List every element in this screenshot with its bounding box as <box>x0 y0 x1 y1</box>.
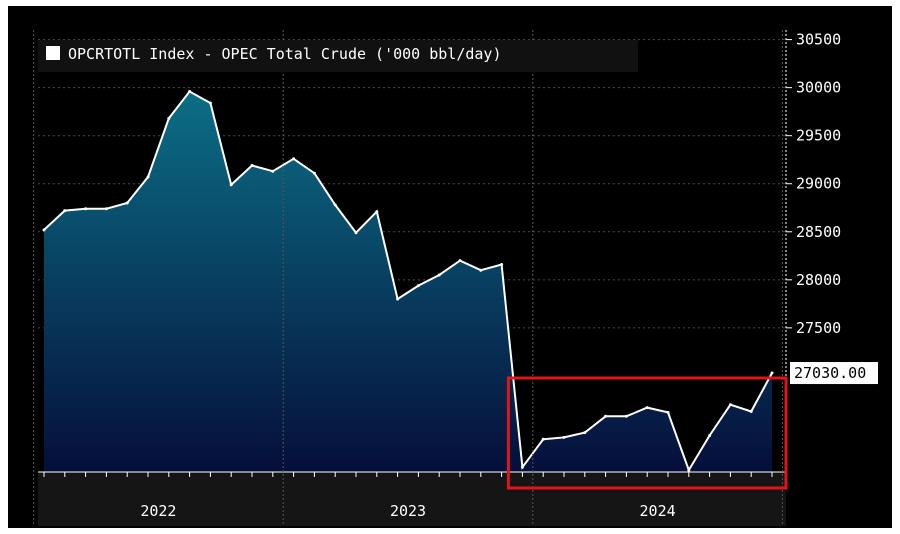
data-point-2022-03 <box>84 207 88 211</box>
data-points <box>42 90 774 472</box>
data-point-2023-05 <box>375 210 379 214</box>
y-tick-label-28000: 28000 <box>796 271 841 289</box>
y-tick-label-29500: 29500 <box>796 127 841 145</box>
legend-swatch <box>46 46 60 60</box>
data-point-2022-02 <box>63 209 67 213</box>
data-point-2024-05 <box>624 414 628 418</box>
data-point-2023-12 <box>520 465 524 469</box>
data-point-2024-03 <box>583 431 587 435</box>
y-tick-label-27500: 27500 <box>796 319 841 337</box>
chart-frame: 27500 28000 28500 29000 29500 30000 30500 2022… <box>8 6 892 528</box>
data-point-2024-04 <box>604 414 608 418</box>
last-value-label: 27030.00 <box>790 362 878 385</box>
last-value-text: 27030.00 <box>794 364 866 382</box>
data-point-2023-03 <box>333 203 337 207</box>
data-point-2024-11 <box>749 410 753 413</box>
data-point-2024-07 <box>666 410 670 414</box>
data-point-2023-08 <box>437 273 441 277</box>
x-axis-ticks: 2022 2023 2024 <box>33 30 783 526</box>
data-point-2023-09 <box>458 259 462 263</box>
data-point-2024-10 <box>728 403 732 407</box>
highlight-box <box>506 376 788 490</box>
legend-label: OPCRTOTL Index - OPEC Total Crude ('000 … <box>68 45 501 63</box>
data-point-2024-12 <box>770 371 774 375</box>
series-area <box>44 91 772 472</box>
data-point-2022-09 <box>208 101 212 105</box>
data-point-2023-01 <box>292 157 296 161</box>
data-point-2023-07 <box>416 284 420 288</box>
data-point-2022-08 <box>188 90 192 93</box>
legend: OPCRTOTL Index - OPEC Total Crude ('000 … <box>38 40 638 72</box>
series-line <box>43 90 773 473</box>
data-point-2024-08 <box>687 468 691 472</box>
y-tick-label-28500: 28500 <box>796 223 841 241</box>
x-tick-label-2024: 2024 <box>640 502 676 520</box>
y-tick-label-30500: 30500 <box>796 31 841 49</box>
y-tick-label-30000: 30000 <box>796 79 841 97</box>
data-point-2023-02 <box>312 171 316 175</box>
data-point-2022-07 <box>167 116 171 120</box>
y-tick-label-29000: 29000 <box>796 175 841 193</box>
data-point-2024-01 <box>541 437 545 441</box>
data-point-2024-06 <box>645 406 649 410</box>
data-point-2022-01 <box>42 228 46 232</box>
opec-crude-chart: 27500 28000 28500 29000 29500 30000 30500 2022… <box>33 30 878 526</box>
data-point-2022-11 <box>250 164 254 167</box>
data-point-2022-05 <box>125 201 129 205</box>
data-point-2023-06 <box>396 297 400 301</box>
data-point-2024-02 <box>562 435 566 439</box>
data-point-2024-09 <box>708 434 712 437</box>
data-point-2022-12 <box>271 169 275 173</box>
data-point-2023-04 <box>354 231 358 235</box>
data-point-2023-10 <box>479 268 483 272</box>
y-axis-ticks: 27500 28000 28500 29000 29500 30000 30500 <box>786 31 841 337</box>
x-tick-label-2023: 2023 <box>390 502 426 520</box>
x-tick-label-2022: 2022 <box>140 502 176 520</box>
legend-bg <box>38 40 638 72</box>
last-value-bg <box>790 362 878 385</box>
data-point-2022-06 <box>146 175 150 179</box>
data-point-2022-04 <box>104 207 108 211</box>
data-point-2022-10 <box>229 183 233 187</box>
data-point-2023-11 <box>500 263 504 266</box>
x-axis-band <box>38 472 786 526</box>
